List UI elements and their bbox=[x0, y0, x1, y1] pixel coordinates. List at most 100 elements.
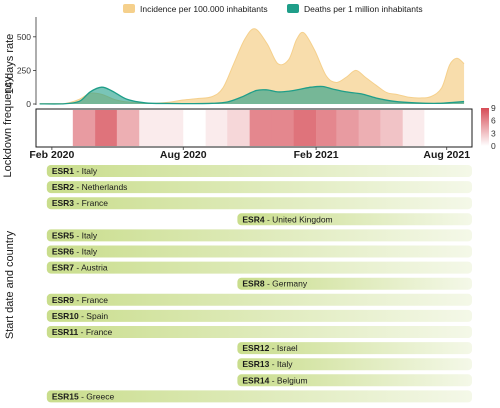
rate-y-ticks: 0 250 500 bbox=[17, 32, 36, 109]
heatmap-cell bbox=[95, 110, 117, 146]
study-row: ESR7 - Austria bbox=[47, 262, 472, 274]
heatmap-cell bbox=[206, 110, 228, 146]
heatmap-cell bbox=[139, 110, 161, 146]
study-id: ESR7 bbox=[52, 263, 74, 273]
study-country: - Greece bbox=[79, 391, 115, 401]
study-country: - Spain bbox=[79, 311, 109, 321]
heatmap-cell bbox=[117, 110, 140, 146]
heatmap-cell bbox=[336, 110, 359, 146]
study-country: - Netherlands bbox=[74, 182, 127, 192]
study-id: ESR12 bbox=[242, 343, 269, 353]
rate-areas bbox=[40, 29, 464, 104]
study-bar bbox=[47, 262, 472, 274]
study-id: ESR5 bbox=[52, 230, 74, 240]
study-panel: Start date and country ESR1 - Italy ESR2 … bbox=[4, 165, 472, 402]
study-label: ESR5 - Italy bbox=[52, 230, 98, 240]
heatmap-cell bbox=[73, 110, 96, 146]
study-country: - France bbox=[74, 198, 108, 208]
heatmap-cell bbox=[161, 110, 184, 146]
color-scale-tick-label: 9 bbox=[491, 103, 496, 113]
study-country: - Italy bbox=[74, 230, 98, 240]
color-scale-tick-label: 0 bbox=[491, 141, 496, 151]
study-y-axis-title: Start date and country bbox=[4, 230, 16, 339]
heatmap-cell bbox=[316, 110, 337, 146]
heatmap-cell bbox=[271, 110, 294, 146]
heatmap-cell bbox=[250, 110, 272, 146]
study-row: ESR12 - Israel bbox=[237, 342, 472, 354]
study-label: ESR3 - France bbox=[52, 198, 108, 208]
color-scale-bar bbox=[481, 108, 489, 146]
study-row: ESR14 - Belgium bbox=[237, 374, 472, 386]
date-tick-label: Feb 2021 bbox=[294, 149, 339, 161]
heatmap-cell bbox=[37, 110, 52, 146]
legend-label-deaths: Deaths per 1 million inhabitants bbox=[304, 4, 423, 14]
study-row: ESR9 - France bbox=[47, 294, 472, 306]
study-id: ESR13 bbox=[242, 359, 269, 369]
heatmap-cell bbox=[380, 110, 403, 146]
study-label: ESR4 - United Kingdom bbox=[242, 214, 332, 224]
study-row: ESR11 - France bbox=[47, 326, 472, 338]
study-id: ESR15 bbox=[52, 391, 79, 401]
study-bar bbox=[47, 165, 472, 177]
heatmap-cell bbox=[447, 110, 470, 146]
heatmap-cell bbox=[294, 110, 317, 146]
study-row: ESR5 - Italy bbox=[47, 229, 472, 241]
study-bar bbox=[47, 310, 472, 322]
study-label: ESR1 - Italy bbox=[52, 166, 98, 176]
study-label: ESR2 - Netherlands bbox=[52, 182, 128, 192]
study-row: ESR1 - Italy bbox=[47, 165, 472, 177]
lockdown-y-axis-title-line1: Lockdown frequency bbox=[2, 76, 14, 177]
study-country: - United Kingdom bbox=[265, 214, 333, 224]
study-label: ESR14 - Belgium bbox=[242, 375, 307, 385]
study-id: ESR11 bbox=[52, 327, 79, 337]
heatmap-cell bbox=[183, 110, 206, 146]
heatmap-cell bbox=[359, 110, 381, 146]
study-label: ESR9 - France bbox=[52, 295, 108, 305]
study-country: - Israel bbox=[269, 343, 297, 353]
study-bar bbox=[47, 197, 472, 209]
study-label: ESR13 - Italy bbox=[242, 359, 293, 369]
study-row: ESR8 - Germany bbox=[237, 278, 472, 290]
study-row: ESR13 - Italy bbox=[237, 358, 472, 370]
study-id: ESR3 bbox=[52, 198, 74, 208]
study-label: ESR6 - Italy bbox=[52, 247, 98, 257]
date-tick-label: Aug 2020 bbox=[160, 149, 207, 161]
study-country: - France bbox=[74, 295, 108, 305]
study-bar bbox=[47, 229, 472, 241]
study-label: ESR11 - France bbox=[52, 327, 113, 337]
legend: Incidence per 100.000 inhabitants Deaths… bbox=[123, 4, 423, 14]
study-label: ESR10 - Spain bbox=[52, 311, 109, 321]
study-label: ESR8 - Germany bbox=[242, 279, 307, 289]
study-id: ESR10 bbox=[52, 311, 79, 321]
heatmap-cell bbox=[52, 110, 73, 146]
study-country: - Austria bbox=[74, 263, 108, 273]
legend-swatch-incidence bbox=[123, 4, 135, 13]
study-id: ESR4 bbox=[242, 214, 264, 224]
study-id: ESR14 bbox=[242, 375, 269, 385]
date-tick-label: Feb 2020 bbox=[29, 149, 74, 161]
legend-swatch-deaths bbox=[287, 4, 299, 13]
heatmap-cell bbox=[227, 110, 250, 146]
study-id: ESR2 bbox=[52, 182, 74, 192]
study-country: - France bbox=[78, 327, 112, 337]
study-label: ESR15 - Greece bbox=[52, 391, 115, 401]
study-id: ESR8 bbox=[242, 279, 264, 289]
study-label: ESR7 - Austria bbox=[52, 263, 108, 273]
rate-y-tick-label: 250 bbox=[17, 65, 31, 75]
study-row: ESR2 - Netherlands bbox=[47, 181, 472, 193]
study-country: - Germany bbox=[265, 279, 308, 289]
rate-y-tick-label: 500 bbox=[17, 32, 31, 42]
study-row: ESR15 - Greece bbox=[47, 390, 472, 402]
heatmap-cell bbox=[424, 110, 447, 146]
rate-y-tick-label: 0 bbox=[26, 99, 31, 109]
lockdown-heatmap bbox=[37, 110, 469, 146]
study-row: ESR6 - Italy bbox=[47, 246, 472, 258]
study-row: ESR10 - Spain bbox=[47, 310, 472, 322]
study-bar bbox=[47, 246, 472, 258]
study-country: - Italy bbox=[269, 359, 293, 369]
